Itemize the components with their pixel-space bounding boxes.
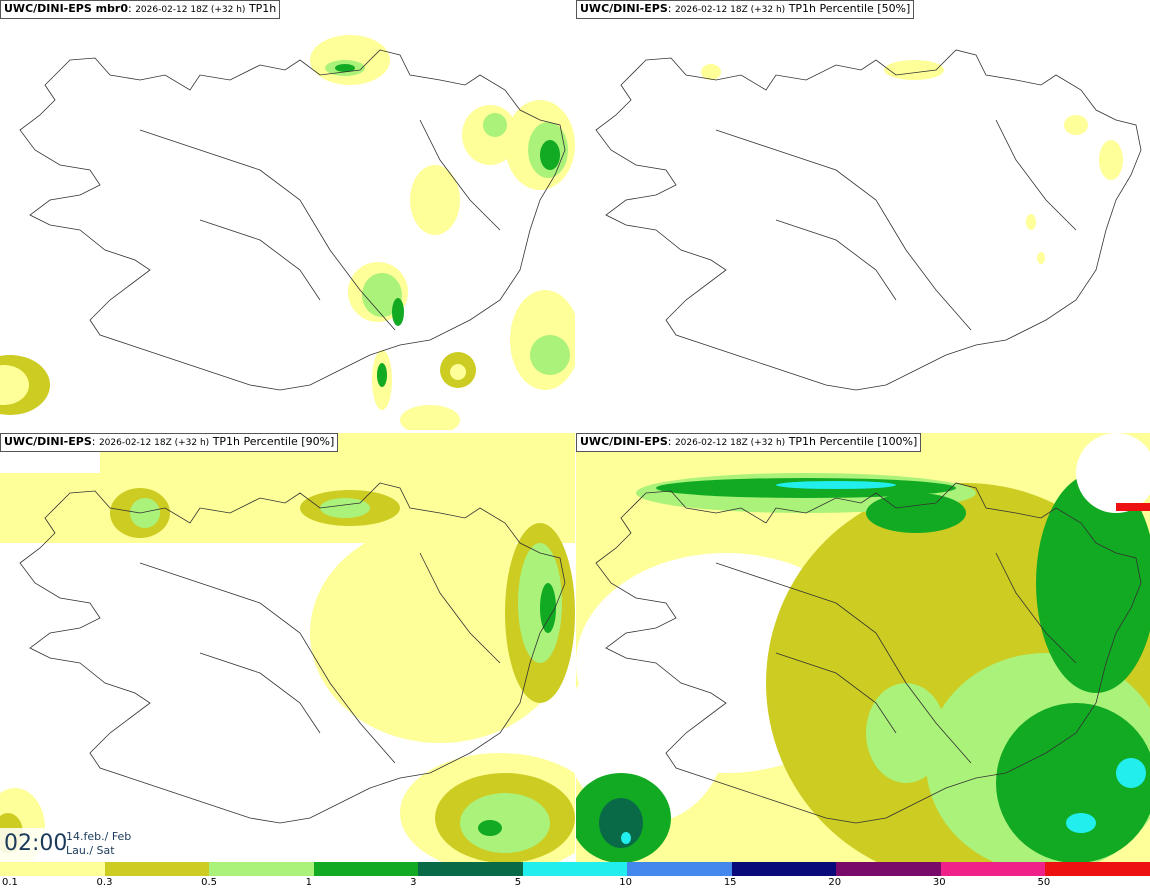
legend-swatch xyxy=(731,862,838,876)
legend-swatch xyxy=(104,862,211,876)
precip-fields xyxy=(701,60,1123,264)
iceland-coastline xyxy=(19,49,566,391)
legend-swatch xyxy=(209,862,315,876)
precip-map xyxy=(595,49,1142,391)
legend-label: 30 xyxy=(932,877,946,888)
precip-fields xyxy=(0,433,575,862)
precip-fields xyxy=(576,433,1150,862)
legend-label: 3 xyxy=(410,877,417,888)
legend-label: 0.5 xyxy=(201,877,217,888)
precip-map xyxy=(0,35,575,430)
legend-label: 20 xyxy=(828,877,842,888)
legend-label: 15 xyxy=(723,877,737,888)
valid-time-box: 02:00 14.feb./ Feb Lau./ Sat xyxy=(0,828,133,862)
iceland-coastline xyxy=(595,482,1142,824)
panel-title: UWC/DINI-EPS mbr0: 2026-02-12 18Z (+32 h… xyxy=(0,0,281,19)
legend-label: 5 xyxy=(514,877,522,888)
legend-label: 1 xyxy=(305,877,312,888)
legend-label: 10 xyxy=(619,877,632,888)
panel-title: UWC/DINI-EPS: 2026-02-12 18Z (+32 h) TP1… xyxy=(576,433,922,452)
map-panel-mbr0: UWC/DINI-EPS mbr0: 2026-02-12 18Z (+32 h… xyxy=(0,0,575,430)
panel-title: UWC/DINI-EPS: 2026-02-12 18Z (+32 h) TP1… xyxy=(576,0,915,19)
map-panel-p90: UWC/DINI-EPS: 2026-02-12 18Z (+32 h) TP1… xyxy=(0,433,575,862)
legend-swatch xyxy=(522,862,629,876)
legend-swatch xyxy=(627,862,733,876)
legend-swatch xyxy=(313,862,420,876)
panel-title: UWC/DINI-EPS: 2026-02-12 18Z (+32 h) TP1… xyxy=(0,433,339,452)
legend-swatch xyxy=(836,862,942,876)
precip-map xyxy=(576,433,1150,862)
iceland-coastline xyxy=(19,482,566,824)
valid-time-date: 14.feb./ Feb Lau./ Sat xyxy=(66,830,132,857)
precip-map xyxy=(0,433,575,862)
legend-swatch xyxy=(1045,862,1150,876)
legend-label: 50 xyxy=(1037,877,1051,888)
valid-time-clock: 02:00 xyxy=(4,831,68,856)
legend-label: 0.1 xyxy=(2,877,18,888)
color-legend: 0.1 0.3 0.5 1 3 5 10 15 20 30 50 xyxy=(0,862,1150,891)
legend-swatch xyxy=(418,862,524,876)
legend-swatch xyxy=(940,862,1047,876)
legend-label: 0.3 xyxy=(96,877,113,888)
precip-fields xyxy=(0,35,575,430)
legend-swatch xyxy=(0,862,106,876)
iceland-coastline xyxy=(595,49,1142,391)
map-panel-p100: UWC/DINI-EPS: 2026-02-12 18Z (+32 h) TP1… xyxy=(576,433,1150,862)
map-panel-p50: UWC/DINI-EPS: 2026-02-12 18Z (+32 h) TP1… xyxy=(576,0,1150,430)
